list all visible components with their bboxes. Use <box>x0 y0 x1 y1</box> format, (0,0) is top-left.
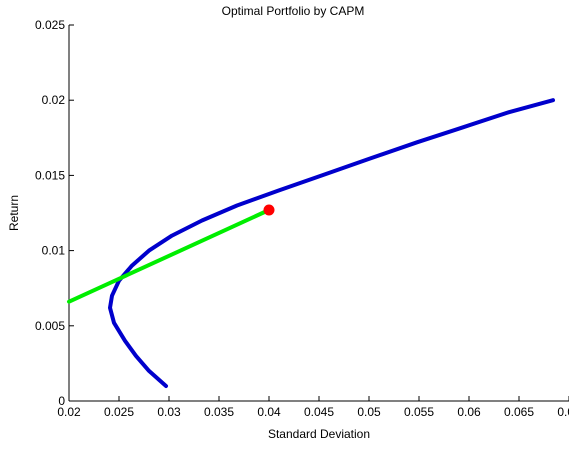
x-tick-label: 0.055 <box>404 405 434 419</box>
x-tick-label: 0.025 <box>104 405 134 419</box>
x-tick-label: 0.045 <box>304 405 334 419</box>
y-tick-label: 0.005 <box>35 319 65 333</box>
y-tick-label: 0.015 <box>35 168 65 182</box>
x-tick-label: 0.065 <box>504 405 534 419</box>
y-axis-label: Return <box>7 195 21 231</box>
x-tick-label: 0.035 <box>204 405 234 419</box>
x-tick-label: 0.07 <box>557 405 569 419</box>
x-tick-label: 0.02 <box>57 405 81 419</box>
x-axis-label: Standard Deviation <box>268 427 370 441</box>
x-ticks: 0.02 0.025 0.03 0.035 0.04 0.045 0.05 0.055 0.06… <box>57 396 569 419</box>
y-tick-label: 0 <box>58 394 65 408</box>
efficient-frontier-line <box>108 98 555 388</box>
y-ticks: 0 0.005 0.01 0.015 0.02 0.025 <box>35 18 74 408</box>
x-tick-label: 0.04 <box>257 405 281 419</box>
chart-title: Optimal Portfolio by CAPM <box>222 4 365 18</box>
y-tick-label: 0.01 <box>42 244 66 258</box>
x-tick-label: 0.03 <box>157 405 181 419</box>
optimal-portfolio-marker <box>263 204 275 216</box>
x-tick-label: 0.05 <box>357 405 381 419</box>
marker-layer <box>263 204 275 216</box>
y-tick-label: 0.025 <box>35 18 65 32</box>
plot-area <box>69 25 569 401</box>
series-layer <box>67 98 555 388</box>
y-tick-label: 0.02 <box>42 93 66 107</box>
x-tick-label: 0.06 <box>457 405 481 419</box>
capital-market-line-line <box>67 208 271 304</box>
